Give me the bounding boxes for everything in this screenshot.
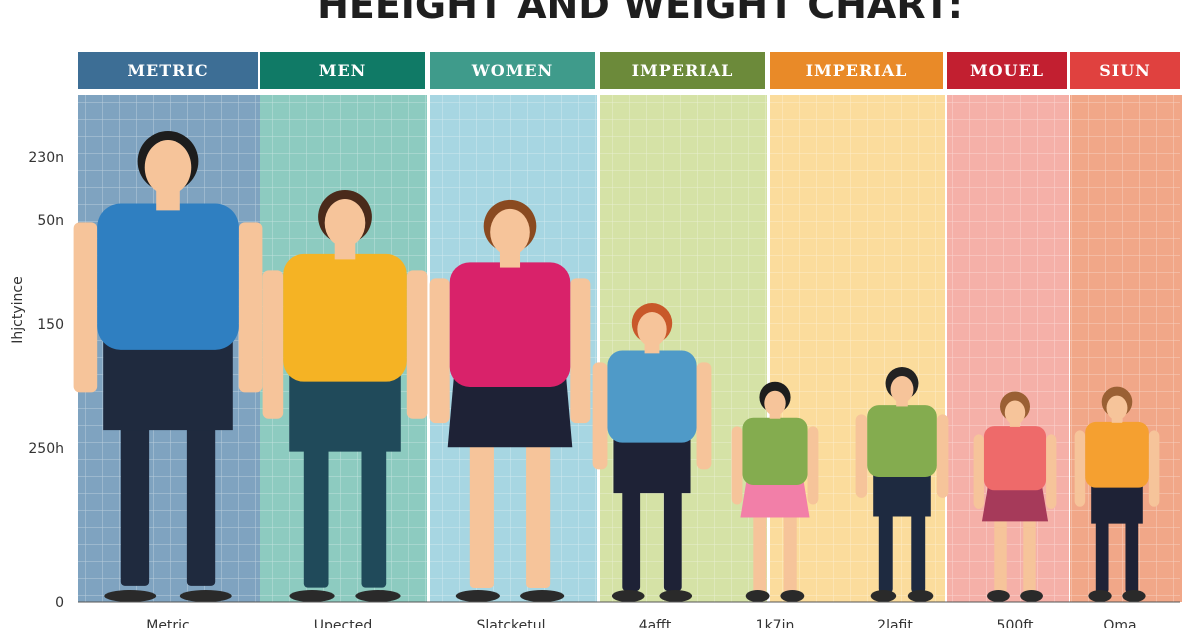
head	[144, 140, 192, 195]
person	[73, 131, 263, 602]
bottoms	[447, 378, 573, 448]
person	[973, 391, 1057, 602]
column-header-bg	[78, 52, 258, 89]
bottoms	[613, 433, 691, 494]
arm	[731, 426, 743, 505]
bottom-label: 2lafit	[877, 618, 913, 628]
arm	[696, 362, 712, 470]
shirt	[983, 426, 1047, 491]
arm	[73, 222, 98, 393]
shirt	[449, 262, 571, 387]
shirt	[742, 417, 808, 485]
shoe	[1122, 590, 1146, 602]
title: HEEIGHT AND WEIGHT CHART:	[317, 0, 963, 27]
bottoms	[103, 335, 233, 431]
person	[592, 303, 712, 602]
column-header-bg	[1070, 52, 1180, 89]
person	[429, 199, 591, 602]
arm	[807, 426, 819, 505]
bottom-label: Upected	[314, 618, 372, 628]
shoe	[659, 590, 693, 602]
head	[490, 208, 530, 256]
arm	[570, 278, 591, 424]
person	[1074, 386, 1160, 602]
bottom-label: 1k7in	[756, 618, 795, 628]
head	[1106, 395, 1128, 421]
shoe	[987, 590, 1010, 602]
shirt	[97, 203, 239, 350]
arm	[936, 414, 949, 498]
arm	[429, 278, 450, 424]
shirt	[283, 253, 407, 382]
bottom-label: 4afft	[639, 618, 672, 628]
bottom-label: Metric	[146, 618, 190, 628]
column-header: METRIC	[127, 61, 208, 80]
bottoms	[740, 480, 810, 518]
shoe	[780, 590, 805, 602]
shoe	[611, 590, 645, 602]
column-header-bg	[260, 52, 425, 89]
column-header: SIUN	[1099, 61, 1151, 80]
arm	[238, 222, 263, 393]
column-header: MEN	[319, 61, 367, 80]
y-axis-label: Ihjctyince	[10, 276, 26, 343]
bottoms	[289, 369, 401, 452]
column-header-bg	[770, 52, 943, 89]
shirt	[1085, 421, 1149, 488]
y-tick-label: 0	[55, 595, 64, 611]
column-header: WOMEN	[471, 61, 553, 80]
head	[637, 312, 667, 347]
shoe	[355, 590, 401, 602]
bottom-label: 500ft	[997, 618, 1034, 628]
arm	[1074, 430, 1086, 507]
arm	[855, 414, 868, 498]
arm	[406, 270, 428, 419]
shoe	[104, 590, 157, 602]
shoe	[520, 590, 565, 602]
head	[764, 390, 786, 416]
y-tick-label: 250h	[28, 441, 64, 457]
shoe	[289, 590, 335, 602]
person	[855, 366, 949, 602]
column-header-bg	[600, 52, 765, 89]
column-header: IMPERIAL	[806, 61, 908, 80]
column-header: MOUEL	[970, 61, 1044, 80]
head	[890, 375, 914, 403]
head	[1004, 400, 1026, 425]
y-tick-label: 230n	[28, 150, 64, 166]
shirt	[867, 405, 937, 478]
arm	[262, 270, 284, 419]
shoe	[907, 590, 934, 602]
person	[731, 381, 819, 602]
bottoms	[873, 470, 931, 517]
bottoms	[981, 486, 1049, 522]
bottom-label: Oma	[1103, 618, 1136, 628]
person	[262, 190, 428, 602]
shoe	[1088, 590, 1112, 602]
shoe	[179, 590, 232, 602]
column-header: IMPERIAL	[632, 61, 734, 80]
column-header-bg	[430, 52, 595, 89]
arm	[1046, 434, 1057, 509]
arm	[592, 362, 608, 470]
shoe	[455, 590, 500, 602]
shirt	[607, 350, 697, 443]
arm	[973, 434, 984, 509]
shoe	[870, 590, 897, 602]
shoe	[745, 590, 770, 602]
y-tick-label: 150	[37, 317, 64, 333]
bottoms	[1091, 481, 1143, 524]
bottom-label: Slatcketul	[476, 618, 545, 628]
column-header-bg	[947, 52, 1067, 89]
shoe	[1020, 590, 1043, 602]
arm	[1148, 430, 1160, 507]
head	[324, 199, 366, 247]
y-tick-label: 50n	[37, 213, 64, 229]
